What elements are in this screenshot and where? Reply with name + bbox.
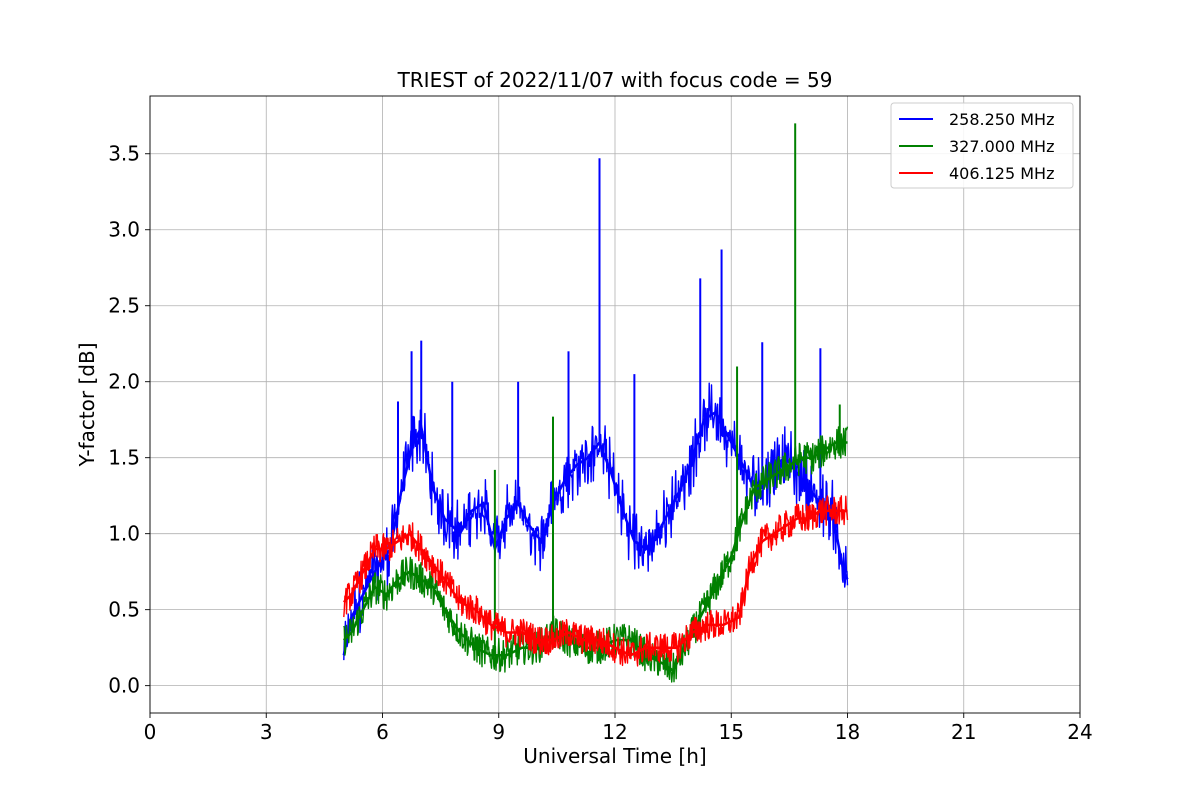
- x-tick-label: 15: [719, 720, 744, 744]
- series-line: [343, 382, 849, 661]
- y-tick-label: 1.0: [108, 522, 140, 546]
- legend-box: [890, 102, 1074, 189]
- x-tick-label: 12: [602, 720, 627, 744]
- series-trend: [342, 509, 848, 657]
- legend-label: 327.000 MHz: [949, 137, 1054, 156]
- legend-label: 406.125 MHz: [949, 164, 1054, 183]
- series-0: [342, 158, 849, 661]
- legend-label: 258.250 MHz: [949, 110, 1054, 129]
- x-tick-label: 3: [260, 720, 273, 744]
- x-tick-label: 24: [1067, 720, 1092, 744]
- series-1: [342, 123, 849, 683]
- y-tick-label: 0.0: [108, 674, 140, 698]
- y-axis-label: Y-factor [dB]: [75, 342, 99, 467]
- grid: [149, 96, 1081, 713]
- chart-title: TRIEST of 2022/11/07 with focus code = 5…: [397, 68, 833, 92]
- y-tick-label: 3.0: [108, 218, 140, 242]
- series-line: [343, 495, 849, 667]
- plot-series: [342, 123, 849, 683]
- x-tick-label: 18: [835, 720, 860, 744]
- legend: 258.250 MHz 327.000 MHz 406.125 MHz: [890, 102, 1074, 189]
- y-tick-label: 3.5: [108, 142, 140, 166]
- y-tick-label: 1.5: [108, 446, 140, 470]
- x-tick-label: 9: [492, 720, 505, 744]
- y-tick-label: 0.5: [108, 598, 140, 622]
- series-2: [342, 495, 849, 667]
- x-tick-label: 21: [951, 720, 976, 744]
- y-tick-label: 2.0: [108, 370, 140, 394]
- axis-ticks: 0 3 6 9 12 15 18 21 24 0.0 0.5 1.0 1.5 2.0 2.5 3.0 3.5: [108, 142, 1093, 744]
- x-tick-label: 0: [144, 720, 157, 744]
- y-tick-label: 2.5: [108, 294, 140, 318]
- x-tick-label: 6: [376, 720, 389, 744]
- x-axis-label: Universal Time [h]: [523, 744, 706, 768]
